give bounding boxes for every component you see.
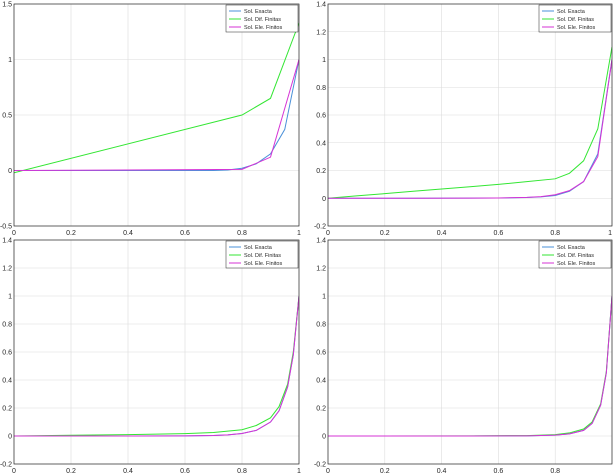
x-tick-label: 0.6 xyxy=(494,230,504,237)
legend-label-1: Sol. Exacta xyxy=(244,245,273,251)
legend-label-2: Sol. Dif. Finitas xyxy=(557,17,594,23)
x-tick-label: 0 xyxy=(12,230,16,237)
y-tick-label: 0.2 xyxy=(316,168,326,175)
y-tick-label: 1.2 xyxy=(2,266,12,273)
y-tick-label: 0 xyxy=(322,196,326,203)
y-tick-label: -0.2 xyxy=(0,462,12,469)
x-tick-label: 0.8 xyxy=(237,468,247,475)
x-tick-label: 0.2 xyxy=(66,468,76,475)
legend-label-3: Sol. Ele. Finitos xyxy=(557,25,595,31)
x-tick-label: 0.2 xyxy=(66,230,76,237)
series-group xyxy=(328,46,612,199)
y-tick-label: 0.4 xyxy=(316,140,326,147)
legend: Sol. Exacta Sol. Dif. Finitas Sol. Ele. Fi… xyxy=(225,240,299,269)
legend-label-2: Sol. Dif. Finitas xyxy=(557,253,594,259)
axes-frame xyxy=(327,239,613,465)
series-line-3 xyxy=(14,295,299,437)
y-tick-label: -0.5 xyxy=(0,224,12,231)
y-tick-label: 0.6 xyxy=(316,350,326,357)
x-tick-label: 1 xyxy=(297,230,301,237)
x-tick-label: 0.4 xyxy=(123,230,133,237)
x-tick-label: 0.6 xyxy=(180,468,190,475)
legend-label-1: Sol. Exacta xyxy=(557,9,586,15)
legend-label-3: Sol. Ele. Finitos xyxy=(557,261,595,267)
y-tick-label: 1.2 xyxy=(316,266,326,273)
x-tick-label: 1 xyxy=(297,468,301,475)
series-group xyxy=(14,22,299,174)
series-line-3 xyxy=(328,59,612,199)
x-tick-label: 0.4 xyxy=(437,230,447,237)
y-tick-label: -0.2 xyxy=(314,462,326,469)
legend-label-3: Sol. Ele. Finitos xyxy=(244,25,282,31)
x-tick-label: 0.8 xyxy=(550,230,560,237)
series-line-2 xyxy=(14,22,299,174)
series-group xyxy=(328,295,612,437)
x-tick-label: 0 xyxy=(326,230,330,237)
subplot-3: 0 0.2 0.4 0.6 0.8 1-0.200.20.40.60.811.21.4So… xyxy=(0,238,301,476)
y-tick-label: 1 xyxy=(8,294,12,301)
legend: Sol. Exacta Sol. Dif. Finitas Sol. Ele. Fi… xyxy=(538,240,612,269)
legend: Sol. Exacta Sol. Dif. Finitas Sol. Ele. Fi… xyxy=(538,4,612,33)
y-tick-label: 0.8 xyxy=(2,322,12,329)
x-tick-label: 0.4 xyxy=(123,468,133,475)
x-tick-label: 0.6 xyxy=(180,230,190,237)
legend-label-2: Sol. Dif. Finitas xyxy=(244,17,281,23)
y-tick-label: 0 xyxy=(322,434,326,441)
y-tick-label: 0.6 xyxy=(2,350,12,357)
legend-label-2: Sol. Dif. Finitas xyxy=(244,253,281,259)
y-tick-label: 1.2 xyxy=(316,29,326,36)
legend: Sol. Exacta Sol. Dif. Finitas Sol. Ele. Fi… xyxy=(225,4,299,33)
axes-frame xyxy=(327,3,613,227)
x-tick-label: 0.8 xyxy=(550,468,560,475)
x-tick-label: 0.2 xyxy=(380,230,390,237)
legend-label-1: Sol. Exacta xyxy=(557,245,586,251)
legend-label-1: Sol. Exacta xyxy=(244,9,273,15)
x-tick-label: 0 xyxy=(326,468,330,475)
x-tick-label: 0.2 xyxy=(380,468,390,475)
legend-label-3: Sol. Ele. Finitos xyxy=(244,261,282,267)
y-tick-label: 1.4 xyxy=(316,238,326,245)
series-line-2 xyxy=(328,46,612,199)
y-tick-label: 0.6 xyxy=(316,113,326,120)
y-tick-label: 1 xyxy=(322,57,326,64)
subplot-2: 0 0.2 0.4 0.6 0.8 1-0.200.20.40.60.811.21.4So… xyxy=(314,2,613,237)
y-tick-label: 0.4 xyxy=(316,378,326,385)
y-tick-label: -0.2 xyxy=(314,224,326,231)
y-tick-label: 0 xyxy=(8,434,12,441)
series-line-3 xyxy=(14,59,299,171)
y-tick-label: 0.4 xyxy=(2,378,12,385)
x-tick-label: 0.8 xyxy=(237,230,247,237)
axes-frame xyxy=(13,239,300,465)
y-tick-label: 1 xyxy=(322,294,326,301)
y-tick-label: 0 xyxy=(8,168,12,175)
y-tick-label: 0.2 xyxy=(2,406,12,413)
y-tick-label: 1.4 xyxy=(316,2,326,9)
x-tick-label: 0.6 xyxy=(494,468,504,475)
x-tick-label: 0 xyxy=(12,468,16,475)
subplot-4: 0 0.2 0.4 0.6 0.8-0.200.20.40.60.811.21.4Sol… xyxy=(314,238,613,475)
series-line-3 xyxy=(328,295,612,437)
y-tick-label: 1.4 xyxy=(2,238,12,245)
series-group xyxy=(14,295,299,437)
y-tick-label: 0.2 xyxy=(316,406,326,413)
y-tick-label: 0.8 xyxy=(316,322,326,329)
x-tick-label: 0.4 xyxy=(437,468,447,475)
y-tick-label: 1 xyxy=(8,57,12,64)
axes-frame xyxy=(13,3,300,227)
y-tick-label: 0.8 xyxy=(316,85,326,92)
y-tick-label: 1.5 xyxy=(2,2,12,9)
x-tick-label: 1 xyxy=(608,230,612,237)
y-tick-label: 0.5 xyxy=(2,113,12,120)
